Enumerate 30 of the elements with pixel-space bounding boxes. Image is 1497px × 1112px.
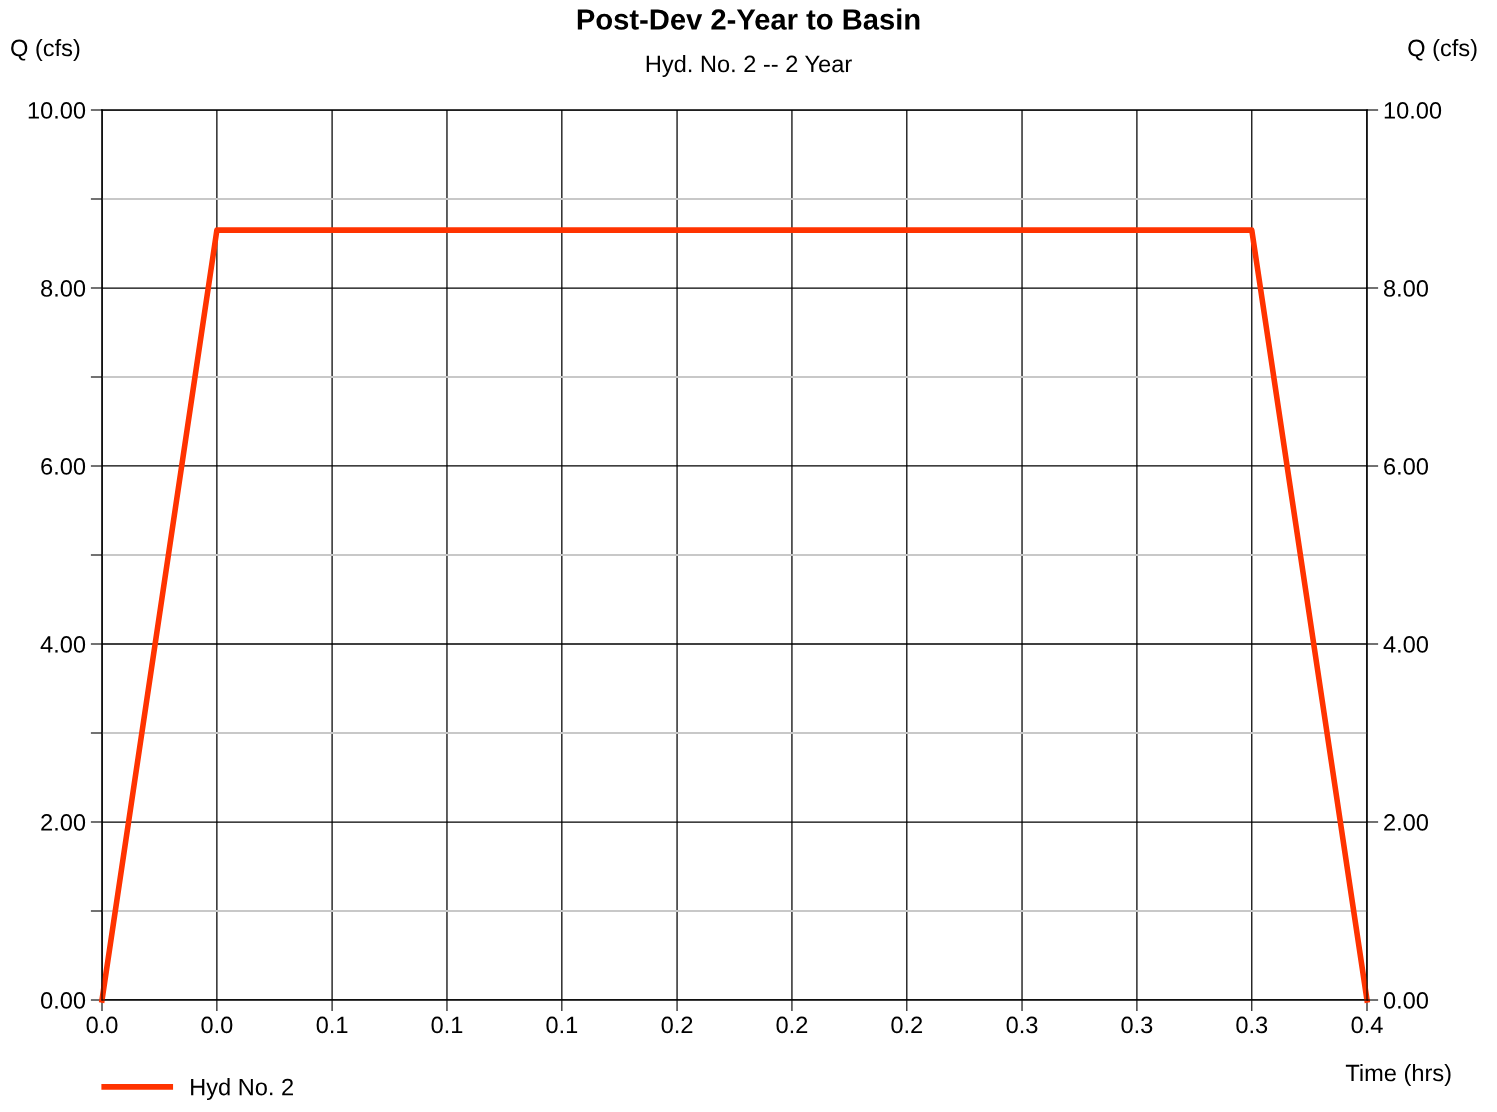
y-axis-title: Q (cfs) [11, 39, 80, 61]
y-tick-label: 6.00 [41, 458, 86, 475]
x-tick-label: 0.1 [431, 1016, 463, 1034]
y2-tick-label: 2.00 [1384, 814, 1428, 831]
legend-label: Hyd No. 2 [191, 1078, 293, 1101]
y2-tick-label: 8.00 [1384, 280, 1428, 297]
x-tick-label: 0.4 [1351, 1016, 1383, 1034]
y2-tick-label: 6.00 [1384, 458, 1428, 475]
x-tick-label: 0.1 [316, 1016, 348, 1034]
chart-title: Post-Dev 2-Year to Basin [577, 8, 920, 30]
x-tick-label: 0.1 [546, 1016, 578, 1034]
y2-axis-title: Q (cfs) [1408, 39, 1477, 61]
x-tick-label: 0.2 [661, 1016, 693, 1034]
y2-tick-label: 0.00 [1383, 992, 1428, 1009]
x-tick-label: 0.3 [1236, 1016, 1268, 1034]
x-axis-title: Time (hrs) [1345, 1063, 1451, 1086]
y-tick-label: 10.00 [28, 102, 86, 119]
y-tick-label: 8.00 [41, 280, 86, 297]
y2-tick-label: 10.00 [1384, 102, 1442, 119]
chart-subtitle: Hyd. No. 2 -- 2 Year [646, 55, 852, 77]
y-tick-label: 0.00 [41, 992, 86, 1009]
x-tick-label: 0.2 [891, 1016, 923, 1034]
y-tick-label: 4.00 [40, 636, 86, 653]
x-tick-label: 0.0 [86, 1016, 118, 1034]
x-tick-label: 0.0 [201, 1016, 233, 1034]
x-tick-label: 0.3 [1121, 1016, 1153, 1034]
y2-tick-label: 4.00 [1383, 636, 1428, 653]
y-tick-label: 2.00 [41, 814, 86, 831]
x-tick-label: 0.2 [776, 1016, 808, 1034]
x-tick-label: 0.3 [1006, 1016, 1038, 1034]
